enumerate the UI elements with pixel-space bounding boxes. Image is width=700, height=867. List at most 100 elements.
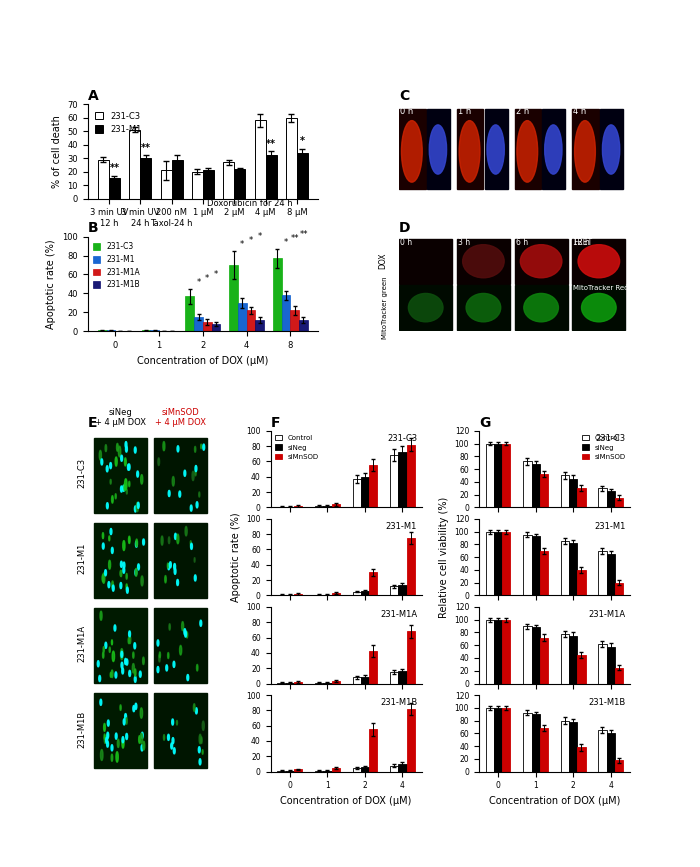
- Ellipse shape: [161, 536, 163, 545]
- Ellipse shape: [120, 583, 122, 589]
- Ellipse shape: [140, 733, 143, 743]
- Ellipse shape: [129, 631, 130, 637]
- Ellipse shape: [171, 743, 173, 749]
- Ellipse shape: [99, 675, 101, 681]
- Ellipse shape: [133, 652, 134, 658]
- Bar: [398, 584, 407, 596]
- Ellipse shape: [134, 676, 136, 682]
- Ellipse shape: [172, 477, 174, 486]
- Ellipse shape: [101, 459, 103, 465]
- Bar: [514, 108, 541, 189]
- X-axis label: Concentration of DOX (μM): Concentration of DOX (μM): [489, 796, 620, 806]
- Ellipse shape: [104, 723, 106, 732]
- Bar: [573, 238, 625, 284]
- Text: FRET: FRET: [573, 238, 593, 246]
- Text: 231-M1: 231-M1: [594, 522, 626, 531]
- Ellipse shape: [179, 645, 182, 655]
- Ellipse shape: [172, 719, 174, 725]
- Ellipse shape: [102, 532, 104, 538]
- Ellipse shape: [174, 533, 176, 539]
- Ellipse shape: [116, 443, 118, 451]
- Ellipse shape: [108, 582, 110, 588]
- Text: *: *: [249, 236, 253, 245]
- Text: D: D: [399, 221, 411, 236]
- Ellipse shape: [157, 640, 159, 646]
- Ellipse shape: [487, 125, 504, 174]
- Bar: [569, 479, 577, 507]
- Bar: [598, 551, 607, 596]
- Ellipse shape: [174, 564, 176, 570]
- Bar: [494, 531, 502, 596]
- Ellipse shape: [120, 561, 122, 567]
- Ellipse shape: [459, 121, 480, 182]
- Ellipse shape: [134, 669, 136, 676]
- Ellipse shape: [116, 752, 118, 762]
- Bar: [607, 733, 615, 772]
- Ellipse shape: [163, 734, 164, 740]
- Ellipse shape: [173, 662, 175, 668]
- Ellipse shape: [174, 747, 175, 754]
- Text: 231-C3: 231-C3: [595, 434, 626, 443]
- Ellipse shape: [176, 534, 179, 544]
- Ellipse shape: [122, 737, 124, 743]
- Ellipse shape: [141, 733, 144, 739]
- Text: 231-M1A: 231-M1A: [380, 610, 417, 619]
- Ellipse shape: [105, 445, 106, 452]
- Bar: [398, 671, 407, 683]
- Bar: [531, 464, 540, 507]
- Bar: [390, 586, 398, 596]
- Bar: [398, 764, 407, 772]
- Ellipse shape: [126, 573, 127, 579]
- Ellipse shape: [126, 489, 127, 494]
- Text: *: *: [214, 271, 218, 279]
- Ellipse shape: [120, 649, 123, 660]
- Ellipse shape: [115, 457, 117, 466]
- Text: *: *: [240, 240, 244, 249]
- Bar: [360, 767, 369, 772]
- Ellipse shape: [169, 623, 170, 630]
- Ellipse shape: [112, 651, 115, 662]
- Ellipse shape: [187, 675, 189, 681]
- Ellipse shape: [195, 707, 197, 714]
- Ellipse shape: [110, 479, 111, 484]
- Ellipse shape: [199, 492, 200, 497]
- Ellipse shape: [185, 526, 187, 536]
- Bar: [150, 330, 159, 331]
- Text: *: *: [300, 136, 305, 146]
- Bar: [265, 155, 276, 199]
- Ellipse shape: [429, 125, 447, 174]
- Bar: [502, 707, 510, 772]
- Ellipse shape: [203, 444, 204, 450]
- Ellipse shape: [107, 733, 108, 739]
- Ellipse shape: [177, 446, 179, 452]
- Bar: [607, 554, 615, 596]
- Bar: [94, 694, 147, 768]
- Ellipse shape: [111, 754, 113, 761]
- Ellipse shape: [121, 662, 123, 668]
- Ellipse shape: [123, 567, 125, 573]
- Ellipse shape: [157, 667, 159, 673]
- Bar: [109, 179, 120, 199]
- Text: E: E: [88, 415, 97, 429]
- Bar: [399, 238, 452, 284]
- Ellipse shape: [104, 570, 106, 576]
- Bar: [315, 505, 323, 507]
- Ellipse shape: [167, 653, 169, 659]
- Ellipse shape: [408, 293, 443, 322]
- Bar: [203, 170, 214, 199]
- Bar: [578, 488, 586, 507]
- Ellipse shape: [202, 750, 203, 754]
- Ellipse shape: [102, 652, 104, 658]
- Ellipse shape: [125, 446, 127, 453]
- Bar: [427, 108, 450, 189]
- Ellipse shape: [118, 447, 121, 457]
- Bar: [234, 169, 245, 199]
- Bar: [540, 637, 548, 683]
- Ellipse shape: [109, 647, 111, 652]
- Bar: [615, 760, 623, 772]
- Bar: [360, 590, 369, 596]
- Bar: [141, 330, 150, 331]
- Ellipse shape: [105, 642, 107, 649]
- Bar: [514, 285, 568, 330]
- Ellipse shape: [106, 466, 108, 472]
